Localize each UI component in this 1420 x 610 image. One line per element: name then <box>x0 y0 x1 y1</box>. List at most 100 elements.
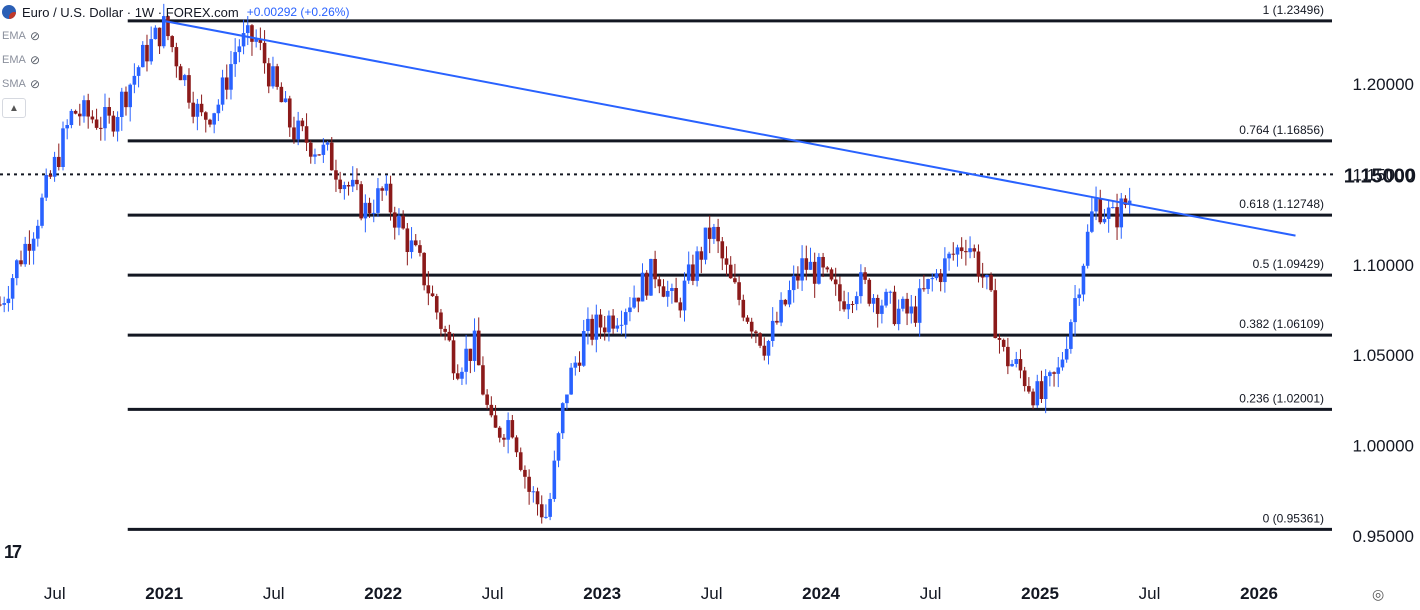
candle-body <box>985 274 989 278</box>
y-tick-label: 1.00000 <box>1353 436 1414 455</box>
candle-body <box>342 185 347 190</box>
candle-body <box>737 282 741 300</box>
indicator-name: SMA <box>2 78 26 90</box>
candle-body <box>859 272 863 297</box>
fib-level-label: 1 (1.23496) <box>1263 3 1324 17</box>
candle-body <box>115 117 120 132</box>
candle-body <box>434 296 439 313</box>
candle-body <box>959 247 964 252</box>
candle-body <box>1064 348 1069 360</box>
candle-body <box>548 498 552 517</box>
candle-body <box>926 279 930 290</box>
y-tick-label: 1.05000 <box>1353 346 1414 365</box>
candle-body <box>1098 198 1103 223</box>
candle-body <box>82 100 86 117</box>
indicator-row-sma[interactable]: SMA ⊘ <box>0 72 349 96</box>
candle-body <box>787 290 792 305</box>
candle-body <box>182 75 187 81</box>
y-tick-label: 0.95000 <box>1353 527 1414 546</box>
candle-body <box>1039 381 1044 400</box>
candle-body <box>611 315 615 329</box>
candle-body <box>6 298 11 304</box>
candle-body <box>2 303 6 305</box>
candle-body <box>565 394 569 404</box>
candle-body <box>951 253 956 255</box>
trendline <box>164 19 1296 237</box>
candle-body <box>409 240 414 253</box>
candle-body <box>460 371 464 379</box>
candle-body <box>187 75 191 103</box>
candle-body <box>913 306 918 323</box>
candle-body <box>590 318 594 340</box>
candle-body <box>426 285 431 294</box>
candle-body <box>23 243 27 265</box>
eye-hidden-icon[interactable]: ⊘ <box>30 53 41 67</box>
candle-body <box>497 427 502 438</box>
candle-body <box>821 256 825 268</box>
collapse-legend-button[interactable]: ▲ <box>2 98 26 118</box>
candle-body <box>346 185 351 187</box>
chevron-up-icon: ▲ <box>9 102 19 114</box>
x-tick-label: 2024 <box>802 584 840 603</box>
indicator-name: EMA <box>2 54 26 66</box>
candle-body <box>262 42 267 64</box>
indicator-row-ema-2[interactable]: EMA ⊘ <box>0 48 349 72</box>
candle-body <box>901 298 905 309</box>
candle-body <box>884 291 888 306</box>
candle-body <box>27 243 32 251</box>
candle-body <box>271 66 275 87</box>
candle-body <box>670 288 674 291</box>
fibonacci-retracement[interactable]: 1 (1.23496) 0.764 (1.16856) 0.618 (1.12748… <box>127 3 1332 531</box>
eye-hidden-icon[interactable]: ⊘ <box>30 77 41 91</box>
fib-level-label: 0.618 (1.12748) <box>1239 197 1324 211</box>
candle-body <box>266 63 271 87</box>
candle-body <box>628 307 632 313</box>
candle-body <box>947 253 951 259</box>
candle-body <box>145 44 149 62</box>
candle-body <box>825 267 830 270</box>
candle-body <box>955 247 960 255</box>
candle-body <box>527 476 531 492</box>
candle-body <box>237 46 242 53</box>
eye-hidden-icon[interactable]: ⊘ <box>30 29 41 43</box>
candle-body <box>1069 322 1073 349</box>
candle-body <box>691 264 695 281</box>
candle-body <box>279 86 284 103</box>
x-axis[interactable]: Jul 2021 Jul 2022 Jul 2023 Jul 2024 Jul 2025 Jul 20… <box>44 584 1278 603</box>
candle-body <box>355 179 359 185</box>
fib-level-label: 0.236 (1.02001) <box>1239 391 1324 405</box>
candle-body <box>195 103 200 117</box>
tradingview-logo-icon[interactable]: 17 <box>4 542 22 562</box>
candle-body <box>325 142 330 145</box>
candle-body <box>107 107 111 116</box>
candle-body <box>506 420 510 440</box>
candle-body <box>838 284 842 302</box>
settings-gear-icon[interactable]: ◎ <box>1372 586 1385 602</box>
fib-level-label: 0.5 (1.09429) <box>1253 257 1324 271</box>
candle-body <box>304 126 309 143</box>
candle-body <box>321 144 326 155</box>
x-tick-label: Jul <box>920 584 942 603</box>
candle-body <box>44 174 48 198</box>
indicator-row-ema-1[interactable]: EMA ⊘ <box>0 24 349 48</box>
candle-body <box>712 226 716 239</box>
candle-body <box>178 66 183 81</box>
trendline-group[interactable] <box>164 19 1296 237</box>
candle-body <box>56 156 61 167</box>
candle-body <box>166 16 170 37</box>
candle-body <box>1077 294 1082 299</box>
x-tick-label: 2026 <box>1240 584 1278 603</box>
candle-body <box>1090 211 1094 232</box>
y-axis[interactable]: 1.20000 1.15000 1.10000 1.05000 1.00000 0.950… <box>1353 75 1414 546</box>
candle-body <box>90 116 95 120</box>
symbol-row[interactable]: Euro / U.S. Dollar · 1W · FOREX.com +0.0… <box>0 0 349 24</box>
candle-body <box>161 16 166 47</box>
candle-body <box>14 260 19 279</box>
candle-body <box>968 248 972 253</box>
candle-body <box>678 302 683 311</box>
candle-body <box>401 215 405 229</box>
candle-body <box>997 338 1002 340</box>
candle-body <box>783 299 788 305</box>
candle-body <box>489 404 494 416</box>
